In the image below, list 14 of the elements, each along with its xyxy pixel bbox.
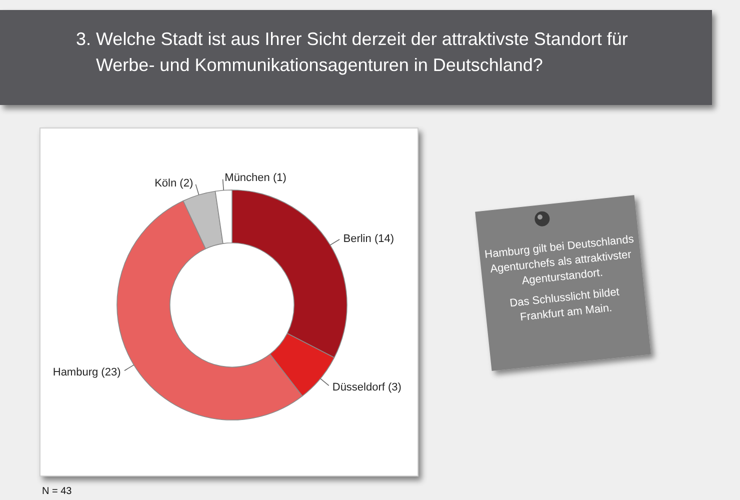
slice-label: München [224, 172, 270, 184]
data-label: (1) [272, 172, 286, 184]
slice-label: Düsseldorf [332, 382, 386, 394]
data-label: (2) [180, 177, 194, 190]
text: Hamburg gilt bei Deutschlands Agenturchefs als attraktivster Agenturstandort. [484, 233, 635, 288]
slice-label: Köln [154, 177, 177, 190]
text: N = 43 [42, 486, 72, 497]
data-label: (23) [101, 366, 121, 379]
chart-title: 3. Welche Stadt ist aus Ihrer Sicht derzeit der attraktivste Standort für Werbe- und Kommunikationsagenturen in Deutschland? [76, 29, 628, 75]
text: Das Schlusslicht bildet Frankfurt am Main. [509, 286, 620, 324]
slice-label: Hamburg [52, 366, 98, 379]
data-label: (3) [388, 382, 402, 394]
slice-label: Berlin [343, 233, 372, 246]
data-label: (14) [374, 233, 394, 246]
